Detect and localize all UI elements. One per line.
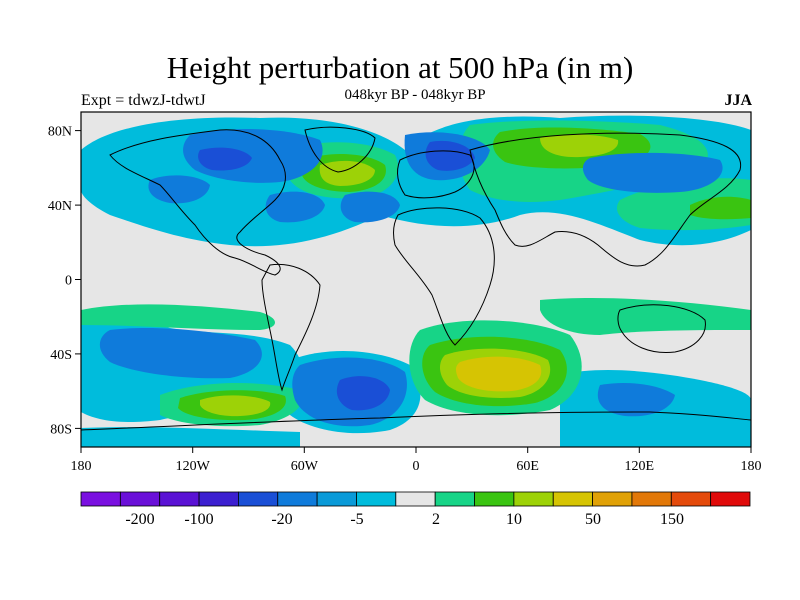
colorbar-label: -200 [125,511,154,528]
experiment-label: Expt = tdwzJ-tdwtJ [81,92,206,109]
colorbar-label: -100 [184,511,213,528]
colorbar-label: 2 [432,511,440,528]
x-tick-label: 120W [176,459,211,474]
colorbar-swatch [434,491,475,507]
colorbar-label: -20 [271,511,292,528]
colorbar-swatch [277,491,318,507]
colorbar-swatch [198,491,239,507]
colorbar-swatch [592,491,633,507]
period-label: 048kyr BP - 048kyr BP [344,87,486,103]
contour-field [81,112,751,447]
colorbar-swatch [395,491,436,507]
colorbar-label: -5 [350,511,363,528]
y-tick-label: 40S [50,348,72,363]
contours-neg100 [198,140,475,411]
y-tick-label: 40N [48,199,72,214]
x-tick-label: 60W [291,459,319,474]
colorbar-swatch [159,491,200,507]
season-label: JJA [724,92,752,109]
colorbar-swatch [238,491,279,507]
colorbar-swatch [710,491,751,507]
colorbar-swatch [513,491,554,507]
y-tick-label: 80S [50,422,72,437]
contours-high [455,356,542,392]
colorbar-label: 150 [660,511,684,528]
colorbar-labels: -200 -100 -20 -5 2 10 50 150 [125,511,684,528]
x-tick-label: 120E [625,459,655,474]
colorbar-swatch [119,491,161,507]
colorbar-label: 50 [585,511,601,528]
colorbar-swatch [474,491,515,507]
colorbar-swatch [670,491,712,507]
x-tick-label: 180 [71,459,92,474]
x-tick-label: 180 [741,459,762,474]
colorbar-swatch [552,491,593,507]
colorbar-swatch [356,491,397,507]
plot-title: Height perturbation at 500 hPa (in m) [166,50,634,85]
colorbar [80,491,751,507]
coastlines [81,126,751,431]
y-tick-marks [75,130,81,429]
x-tick-marks [80,447,752,453]
y-tick-label: 0 [65,274,72,289]
colorbar-swatch [316,491,357,507]
colorbar-swatch [631,491,672,507]
y-tick-label: 80N [48,125,72,140]
colorbar-swatch [80,491,121,507]
x-tick-label: 60E [516,459,539,474]
x-tick-label: 0 [413,459,420,474]
colorbar-label: 10 [506,511,522,528]
